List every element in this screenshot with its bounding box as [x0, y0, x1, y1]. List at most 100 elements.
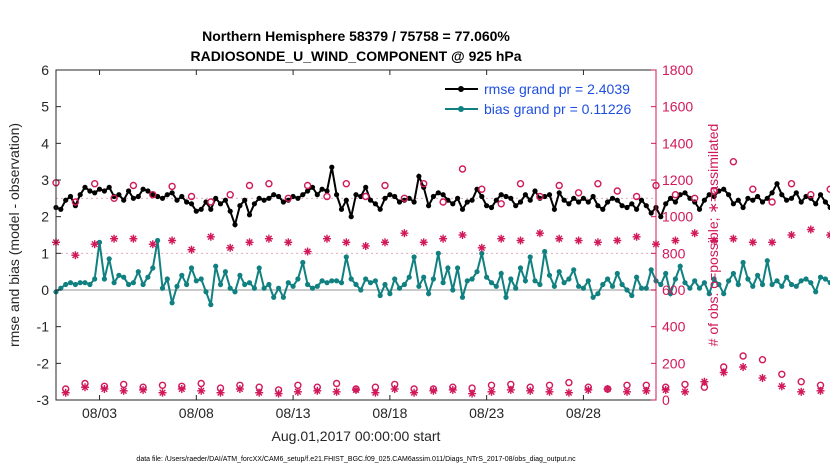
bias-point [290, 283, 296, 289]
rmse-point [193, 208, 199, 214]
rmse-point [92, 190, 98, 196]
obs-assimilated-point [197, 386, 206, 395]
legend-box [440, 79, 650, 119]
legend: rmse grand pr = 2.4039 bias grand pr = 0… [440, 79, 650, 119]
rmse-point [106, 184, 112, 190]
bias-point [232, 289, 238, 295]
obs-possible-point [565, 378, 573, 387]
rmse-point [726, 192, 732, 198]
y-right-tick-label: 200 [662, 355, 686, 371]
legend-rmse-marker [458, 86, 464, 92]
bias-point [406, 274, 412, 280]
obs-assimilated-point [593, 238, 602, 247]
bias-point [508, 276, 514, 282]
obs-possible-point [555, 181, 563, 190]
rmse-point [580, 195, 587, 201]
obs-assimilated-point [671, 236, 680, 245]
rmse-point [745, 195, 751, 201]
rmse-point [590, 193, 596, 200]
rmse-point [687, 195, 693, 201]
rmse-point [701, 197, 708, 203]
bias-point [63, 281, 69, 288]
bias-point [256, 265, 262, 271]
obs-possible-point [71, 198, 80, 206]
obs-possible-point [197, 379, 205, 388]
bias-point [266, 281, 272, 288]
rmse-point [576, 199, 582, 205]
obs-assimilated-point [390, 385, 399, 393]
bias-point [261, 285, 267, 291]
obs-assimilated-point [371, 388, 380, 397]
rmse-point [706, 192, 712, 198]
obs-possible-point [323, 192, 331, 201]
y-left-tick-label: 0 [41, 282, 49, 298]
bias-point [503, 294, 509, 300]
rmse-point [266, 195, 272, 201]
bias-point [784, 274, 790, 280]
bias-point [445, 265, 451, 271]
bias-point [542, 248, 548, 255]
bias-point [827, 280, 830, 286]
bias-point [367, 280, 374, 286]
bias-point [561, 280, 567, 286]
bias-point [488, 280, 495, 286]
legend-bias-marker [458, 106, 464, 112]
obs-possible-point [110, 194, 118, 203]
rmse-point [450, 201, 456, 207]
bias-point [755, 272, 761, 278]
obs-assimilated-point [710, 236, 719, 245]
obs-assimilated-point [806, 225, 815, 234]
rmse-point [750, 197, 756, 203]
rmse-point [430, 193, 436, 200]
rmse-point [459, 206, 466, 212]
bias-point [309, 285, 316, 291]
rmse-point [314, 192, 320, 198]
bias-point [208, 302, 214, 308]
series-layer [52, 157, 830, 398]
x-tick-label: 08/23 [469, 405, 504, 421]
bias-point [430, 276, 436, 282]
bias-point [464, 278, 470, 284]
rmse-point [493, 197, 499, 203]
bias-point [469, 276, 475, 282]
bias-point [793, 283, 799, 289]
rmse-point [788, 195, 795, 201]
obs-assimilated-point [187, 245, 196, 254]
rmse-point [213, 195, 219, 201]
rmse-point [300, 192, 306, 198]
rmse-point [382, 195, 388, 201]
bias-point [246, 280, 253, 286]
bias-point [334, 278, 340, 284]
rmse-point [798, 199, 804, 205]
rmse-point [222, 197, 228, 203]
y-left-tick-label: 4 [41, 135, 49, 151]
axis-layer: -3 -2 -1 0 1 2 3 4 5 6 0 200 400 600 800 1000 1200 1400 16… [37, 62, 694, 421]
bias-point [643, 285, 649, 291]
bias-point [663, 270, 669, 277]
rmse-point [276, 193, 282, 200]
bias-point [658, 281, 664, 288]
y-right-tick-label: 400 [662, 319, 686, 335]
y-axis-label-left: rmse and bias (model - observation) [6, 123, 22, 347]
bias-point [348, 276, 354, 282]
bias-point [764, 258, 770, 264]
legend-rmse-label: rmse grand pr = 2.4039 [484, 81, 630, 97]
obs-possible-point [381, 181, 389, 190]
rmse-point [440, 192, 446, 198]
rmse-point [116, 192, 122, 198]
rmse-point [261, 197, 267, 203]
x-tick-label: 08/18 [372, 405, 407, 421]
obs-assimilated-point [787, 231, 796, 239]
obs-possible-point [187, 192, 196, 201]
obs-assimilated-point [535, 229, 544, 238]
rmse-point [542, 193, 548, 200]
rmse-point [638, 197, 645, 203]
rmse-point [396, 199, 403, 205]
rmse-point [135, 193, 141, 200]
rmse-point [348, 214, 354, 220]
rmse-point [469, 197, 475, 203]
bias-point [513, 285, 519, 291]
rmse-point [198, 206, 204, 212]
obs-possible-point [797, 378, 805, 386]
bias-point [227, 285, 233, 291]
